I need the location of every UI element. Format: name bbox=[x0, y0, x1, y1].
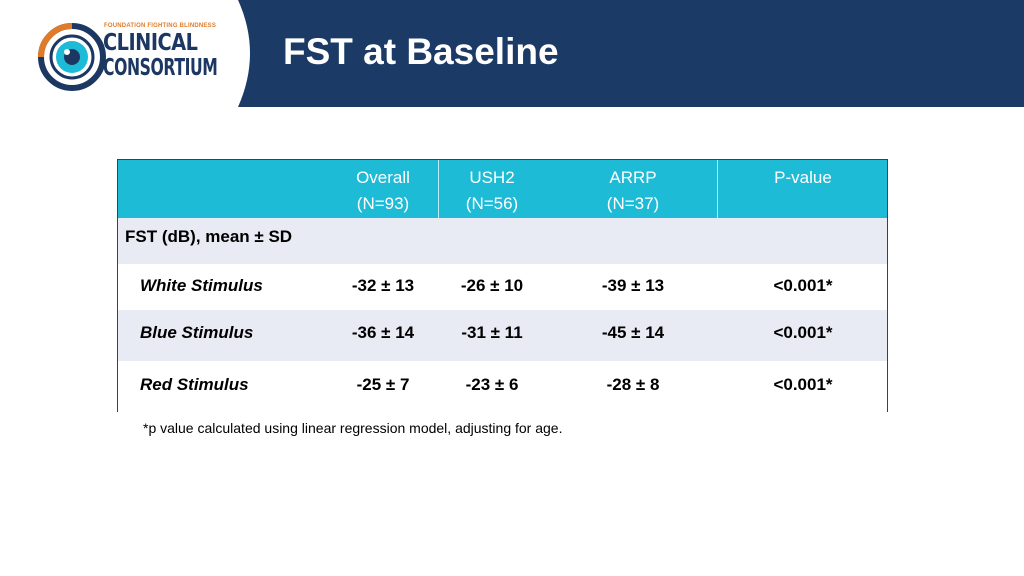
cell-pvalue: <0.001* bbox=[773, 323, 833, 342]
cell-pvalue: <0.001* bbox=[773, 375, 833, 394]
row-label: White Stimulus bbox=[140, 276, 263, 295]
cell-ush2: -31 ± 11 bbox=[461, 323, 523, 342]
cell-arrp: -28 ± 8 bbox=[606, 375, 660, 394]
table-row: Blue Stimulus -36 ± 14 -31 ± 11 -45 ± 14… bbox=[118, 310, 887, 361]
cell-ush2: -26 ± 10 bbox=[460, 276, 524, 295]
cell-arrp: -39 ± 13 bbox=[601, 276, 665, 295]
eye-icon bbox=[38, 23, 106, 91]
column-header-arrp: ARRP (N=37) bbox=[606, 168, 660, 213]
logo-line-consortium: CONSORTIUM bbox=[103, 55, 218, 81]
title-bar: FOUNDATION FIGHTING BLINDNESS CLINICAL C… bbox=[0, 0, 1024, 107]
header-divider bbox=[717, 160, 718, 218]
table-row: Red Stimulus -25 ± 7 -23 ± 6 -28 ± 8 <0.… bbox=[118, 361, 887, 412]
column-header-pvalue: P-value bbox=[774, 168, 832, 187]
logo: FOUNDATION FIGHTING BLINDNESS CLINICAL C… bbox=[0, 0, 262, 107]
slide-title: FST at Baseline bbox=[283, 31, 559, 72]
cell-overall: -36 ± 14 bbox=[351, 323, 415, 342]
row-label: Red Stimulus bbox=[140, 375, 249, 394]
logo-panel-shape bbox=[0, 0, 250, 107]
results-table: Overall (N=93) USH2 (N=56) ARRP (N=37) P-va… bbox=[117, 159, 888, 412]
footnote: *p value calculated using linear regress… bbox=[143, 420, 563, 436]
cell-overall: -25 ± 7 bbox=[356, 375, 410, 394]
column-header-overall: Overall (N=93) bbox=[356, 168, 410, 213]
logo-line-clinical: CLINICAL bbox=[103, 30, 198, 56]
header-divider bbox=[438, 160, 439, 218]
table-header-row: Overall (N=93) USH2 (N=56) ARRP (N=37) P-va… bbox=[118, 160, 887, 218]
cell-overall: -32 ± 13 bbox=[351, 276, 415, 295]
group-label: FST (dB), mean ± SD bbox=[125, 227, 293, 246]
cell-pvalue: <0.001* bbox=[773, 276, 833, 295]
table-row: White Stimulus -32 ± 13 -26 ± 10 -39 ± 1… bbox=[118, 264, 887, 310]
column-header-ush2: USH2 (N=56) bbox=[465, 168, 519, 213]
cell-arrp: -45 ± 14 bbox=[601, 323, 665, 342]
logo-tagline: FOUNDATION FIGHTING BLINDNESS bbox=[104, 23, 217, 29]
row-label: Blue Stimulus bbox=[140, 323, 254, 342]
cell-ush2: -23 ± 6 bbox=[465, 375, 519, 394]
group-row bbox=[118, 218, 887, 264]
